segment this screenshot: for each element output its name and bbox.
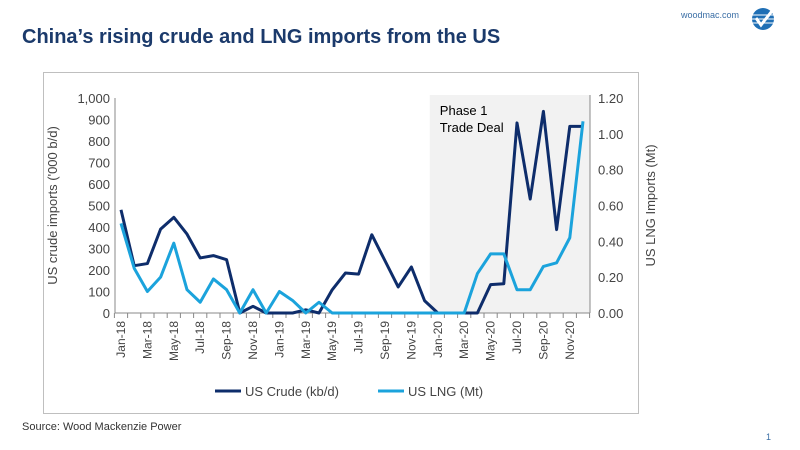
x-tick-label: Sep-18 [220,321,234,360]
x-tick-label: Nov-18 [246,321,260,360]
x-tick-label: Nov-20 [563,321,577,360]
website-link[interactable]: woodmac.com [681,10,740,20]
chart-frame [43,72,639,414]
y-tick-label: 300 [88,242,110,257]
y2-tick-label: 0.00 [598,306,623,321]
x-tick-label: Mar-19 [299,321,313,359]
y-tick-label: 1,000 [77,91,110,106]
y-tick-label: 600 [88,177,110,192]
annotation-label: Phase 1 [440,103,488,118]
x-tick-label: Jul-18 [193,321,207,354]
series-line-lng [119,121,585,315]
y-tick-label: 500 [88,199,110,214]
page-title: China’s rising crude and LNG imports fro… [22,26,501,48]
x-tick-label: Jan-18 [114,321,128,358]
y2-tick-label: 1.00 [598,127,623,142]
y-tick-label: 900 [88,113,110,128]
y2-tick-label: 0.60 [598,199,623,214]
x-tick-label: Jan-19 [272,321,286,358]
page-number: 1 [766,432,772,442]
x-tick-label: Mar-18 [140,321,154,359]
x-tick-label: May-20 [484,321,498,361]
y-tick-label: 0 [103,306,110,321]
x-tick-label: Mar-20 [457,321,471,359]
y-tick-label: 800 [88,134,110,149]
x-tick-label: May-18 [167,321,181,361]
y-tick-label: 400 [88,220,110,235]
y-axis-label: US crude imports ('000 b/d) [45,126,60,285]
y-tick-label: 200 [88,263,110,278]
y2-tick-label: 0.20 [598,270,623,285]
x-tick-label: May-19 [325,321,339,361]
y2-tick-label: 1.20 [598,91,623,106]
legend-label: US Crude (kb/d) [245,384,339,399]
source-note: Source: Wood Mackenzie Power [22,421,182,433]
y2-tick-label: 0.80 [598,163,623,178]
x-tick-label: Jan-20 [431,321,445,358]
woodmac-logo-icon [752,8,774,30]
legend-label: US LNG (Mt) [408,384,483,399]
x-tick-label: Jul-20 [510,321,524,354]
y2-tick-label: 0.40 [598,234,623,249]
x-tick-label: Sep-20 [536,321,550,360]
annotation-label: Trade Deal [440,120,504,135]
y-tick-label: 700 [88,156,110,171]
x-tick-label: Jul-19 [352,321,366,354]
y-tick-label: 100 [88,285,110,300]
x-tick-label: Sep-19 [378,321,392,360]
y2-axis-label: US LNG Imports (Mt) [643,144,658,266]
x-tick-label: Nov-19 [404,321,418,360]
